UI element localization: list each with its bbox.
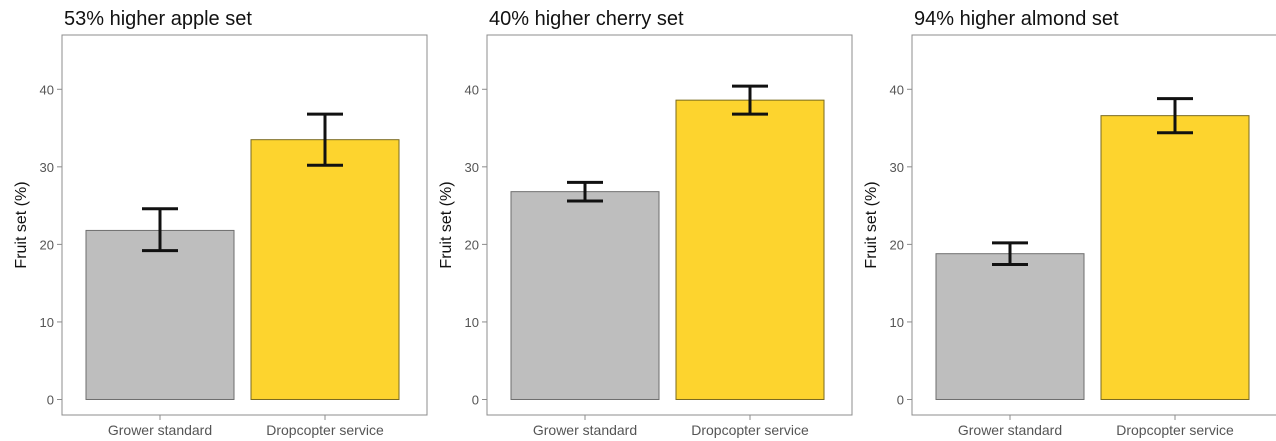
chart-panel-almond: 94% higher almond set Fruit set (%) 0 10 2… xyxy=(863,8,1276,438)
y-tick-label: 0 xyxy=(897,392,904,407)
x-category-label: Dropcopter service xyxy=(691,422,809,438)
error-bar xyxy=(142,207,178,253)
x-category-label: Grower standard xyxy=(533,422,637,438)
error-bar xyxy=(567,180,603,203)
y-axis-label: Fruit set (%) xyxy=(438,181,455,268)
x-category-label: Grower standard xyxy=(108,422,212,438)
bar-dropcopter-service xyxy=(1100,115,1250,400)
y-tick-label: 40 xyxy=(40,82,54,97)
bar-grower-standard xyxy=(935,253,1085,400)
y-axis: 0 10 20 30 40 xyxy=(40,82,62,407)
y-tick-label: 20 xyxy=(890,237,904,252)
y-tick-label: 10 xyxy=(465,315,479,330)
y-tick-label: 30 xyxy=(40,160,54,175)
bar-grower-standard xyxy=(85,229,235,400)
y-tick-label: 10 xyxy=(40,315,54,330)
chart-title: 40% higher cherry set xyxy=(489,8,684,30)
plot-frame xyxy=(486,34,853,416)
chart-title: 94% higher almond set xyxy=(914,8,1119,30)
bars xyxy=(510,84,825,400)
error-bar xyxy=(732,84,768,116)
x-axis: Grower standard Dropcopter service xyxy=(533,415,809,438)
y-tick-label: 20 xyxy=(40,237,54,252)
bars xyxy=(85,112,400,400)
error-bar xyxy=(1157,97,1193,135)
y-tick-label: 30 xyxy=(890,160,904,175)
y-axis: 0 10 20 30 40 xyxy=(465,82,487,407)
chart-panel-cherry: 40% higher cherry set Fruit set (%) 0 10 2… xyxy=(438,8,853,438)
y-tick-label: 10 xyxy=(890,315,904,330)
bars xyxy=(935,97,1250,400)
x-axis: Grower standard Dropcopter service xyxy=(108,415,384,438)
bar-dropcopter-service xyxy=(250,139,400,400)
y-tick-label: 40 xyxy=(465,82,479,97)
bar-dropcopter-service xyxy=(675,99,825,400)
plot-frame xyxy=(911,34,1276,416)
error-bar xyxy=(307,112,343,167)
y-axis-label: Fruit set (%) xyxy=(863,181,880,268)
x-axis: Grower standard Dropcopter service xyxy=(958,415,1234,438)
y-tick-label: 30 xyxy=(465,160,479,175)
x-category-label: Grower standard xyxy=(958,422,1062,438)
y-tick-label: 0 xyxy=(472,392,479,407)
y-axis-label: Fruit set (%) xyxy=(13,181,30,268)
chart-panel-apple: 53% higher apple set Fruit set (%) 0 10 20… xyxy=(13,8,428,438)
y-tick-label: 40 xyxy=(890,82,904,97)
error-bar xyxy=(992,241,1028,267)
x-category-label: Dropcopter service xyxy=(266,422,384,438)
y-tick-label: 0 xyxy=(47,392,54,407)
y-axis: 0 10 20 30 40 xyxy=(890,82,912,407)
y-tick-label: 20 xyxy=(465,237,479,252)
chart-title: 53% higher apple set xyxy=(64,8,252,30)
bar-grower-standard xyxy=(510,191,660,400)
plot-frame xyxy=(61,34,428,416)
x-category-label: Dropcopter service xyxy=(1116,422,1234,438)
